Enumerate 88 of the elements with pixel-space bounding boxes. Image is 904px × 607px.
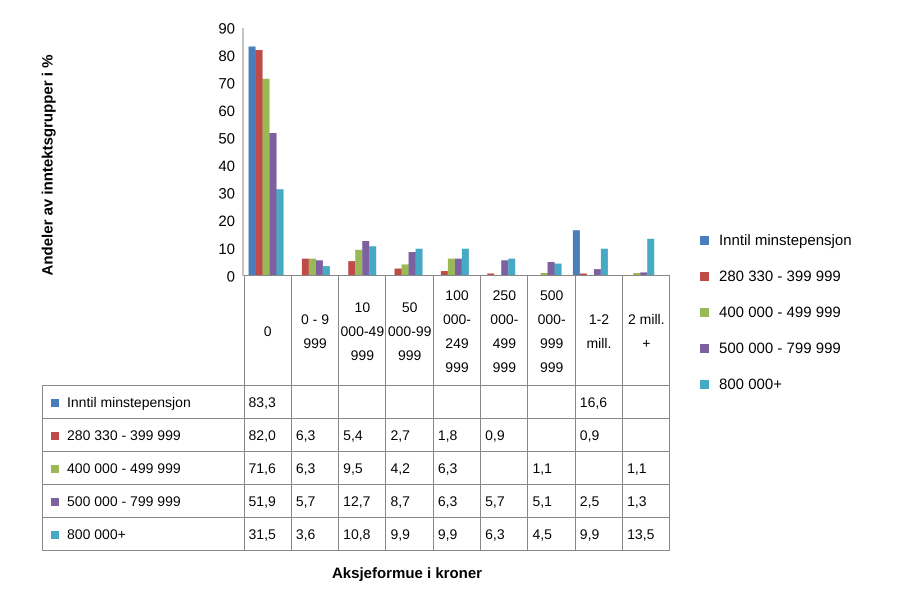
text: 280 330 - 399 999 [67, 427, 181, 443]
y-tick-label: 60 [218, 102, 235, 120]
text: 500 000 - 799 999 [67, 493, 181, 509]
y-tick-label: 90 [218, 20, 235, 38]
x-tick-label: 250 000-499 999 [480, 276, 528, 386]
data-label: 6,3 [291, 452, 339, 484]
x-tick-label: 1-2 mill. [575, 276, 623, 386]
legend-label: Inntil minstepensjon [42, 386, 244, 418]
y-tick-label: 50 [218, 130, 235, 148]
data-label: 2,7 [386, 418, 434, 452]
x-tick-label: 2 mill. + [622, 276, 670, 386]
bar [508, 258, 516, 276]
x-tick-label: 50 000-99 999 [386, 276, 434, 386]
data-label: 2,5 [575, 484, 623, 518]
data-label: 1,3 [622, 484, 670, 518]
data-label: 82,0 [244, 418, 292, 452]
bar [454, 258, 462, 276]
data-label: 31,5 [244, 518, 292, 550]
text: Inntil minstepensjon [719, 232, 852, 248]
y-tick-label: 70 [218, 75, 235, 92]
y-tick-label: 10 [218, 240, 235, 258]
data-label: 0,9 [480, 418, 528, 452]
data-label: 9,9 [386, 518, 434, 550]
data-label: 6,3 [433, 484, 481, 518]
data-label: 6,3 [433, 452, 481, 484]
legend-label: 800 000+ [718, 374, 783, 394]
data-label: 1,1 [528, 452, 576, 484]
bar [362, 241, 370, 276]
data-label: 3,6 [291, 518, 339, 550]
bar [308, 258, 316, 276]
x-tick-label: 10 000-49 999 [338, 276, 386, 386]
bar [256, 50, 263, 276]
bar [302, 258, 309, 276]
bar [270, 132, 277, 276]
bar [316, 260, 323, 276]
data-label: 83,3 [244, 386, 292, 418]
x-tick-label: 500 000-999 999 [528, 276, 576, 386]
data-label: 9,5 [338, 452, 386, 484]
bar [248, 46, 256, 276]
bar [572, 230, 580, 276]
data-label: 5,4 [338, 418, 386, 452]
data-label: 13,5 [622, 518, 670, 550]
data-label: 8,7 [386, 484, 434, 518]
data-label: 5,7 [480, 484, 528, 518]
data-label: 16,6 [575, 386, 623, 418]
data-label: 9,9 [575, 518, 623, 550]
data-label: 1,8 [433, 418, 481, 452]
legend-label: 400 000 - 499 999 [718, 302, 842, 322]
y-tick-label: 40 [218, 158, 235, 176]
data-label: 51,9 [244, 484, 292, 518]
bar [369, 246, 376, 276]
x-tick-label: 100 000-249 999 [433, 276, 481, 386]
bar [355, 250, 362, 276]
bar [647, 238, 654, 276]
y-tick-label: 30 [218, 186, 235, 203]
data-label: 0,9 [575, 418, 623, 452]
bar [448, 258, 455, 276]
bar [548, 262, 555, 276]
y-tick-label: 80 [218, 48, 235, 65]
bar [408, 252, 416, 276]
text: Aksjeformue i kroner [330, 565, 484, 582]
data-label: 71,6 [244, 452, 292, 484]
bar [554, 264, 562, 276]
bar [276, 189, 284, 276]
data-label: 5,7 [291, 484, 339, 518]
bar [402, 264, 409, 276]
bar [262, 78, 270, 276]
data-label: 1,1 [622, 452, 670, 484]
legend-label: 500 000 - 799 999 [718, 338, 842, 358]
data-label: 12,7 [338, 484, 386, 518]
text: Andeler av inntektsgrupper i % [40, 54, 56, 276]
data-label: 9,9 [433, 518, 481, 550]
text: 800 000+ [67, 526, 126, 542]
bar [600, 248, 608, 276]
data-label: 5,1 [528, 484, 576, 518]
y-tick-label: 20 [218, 213, 235, 230]
bar [348, 261, 356, 276]
bar [462, 248, 469, 276]
data-label: 6,3 [480, 518, 528, 550]
data-label: 10,8 [338, 518, 386, 550]
bar [501, 260, 508, 276]
data-label: 4,2 [386, 452, 434, 484]
legend-label: 280 330 - 399 999 [718, 266, 842, 286]
bar [416, 248, 423, 276]
x-tick-label: 0 - 9 999 [291, 276, 339, 386]
data-label: 4,5 [528, 518, 576, 550]
text: 400 000 - 499 999 [67, 460, 181, 476]
data-label: 6,3 [291, 418, 339, 452]
